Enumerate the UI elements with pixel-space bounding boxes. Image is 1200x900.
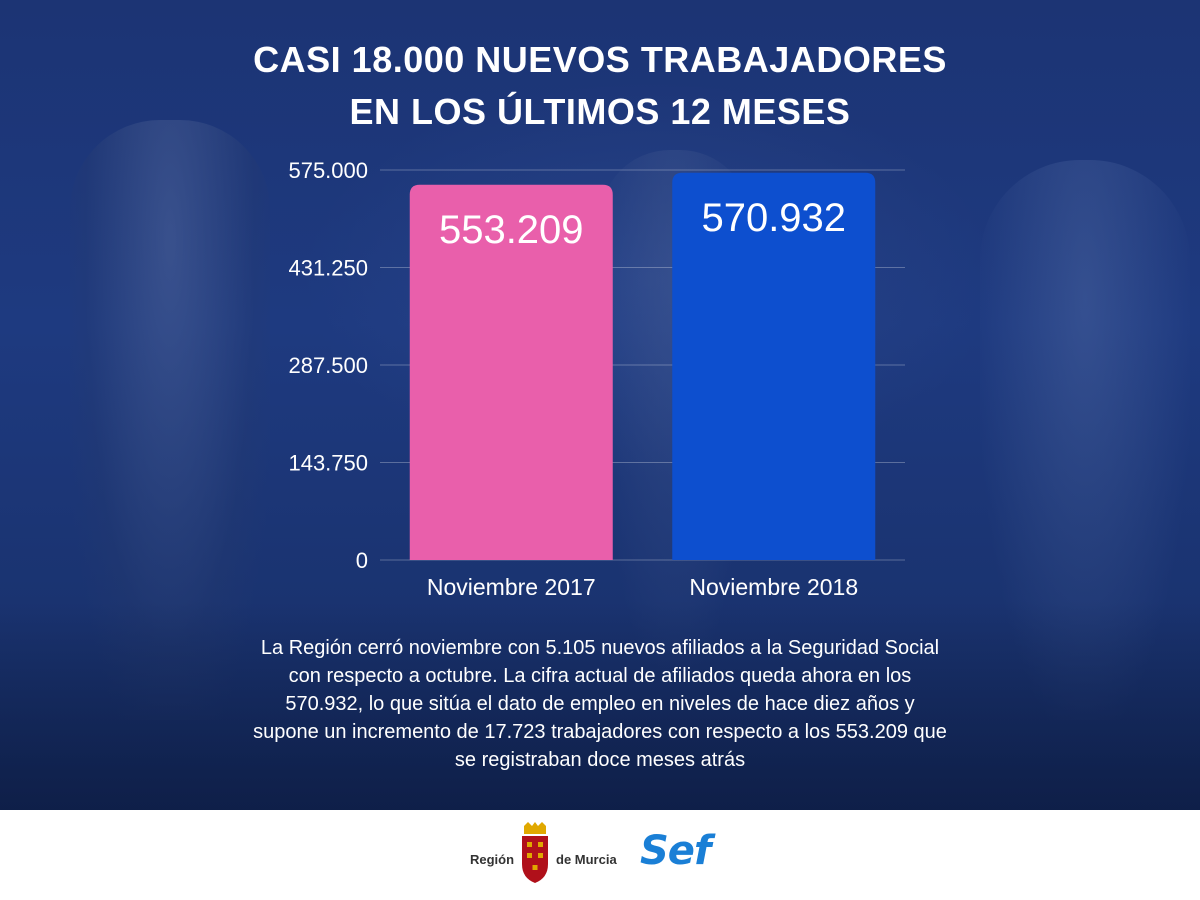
x-category-label: Noviembre 2018 (689, 574, 858, 600)
region-de-murcia-logo: Región de Murcia (470, 822, 630, 892)
chart-x-axis: Noviembre 2017 Noviembre 2018 (427, 574, 858, 600)
bar-value-label: 553.209 (439, 208, 584, 252)
chart-y-axis: 0 143.750 287.500 431.250 575.000 (288, 158, 368, 573)
coat-of-arms-icon (522, 822, 548, 883)
bar-2 (672, 172, 876, 561)
y-tick-label: 575.000 (288, 158, 368, 183)
x-category-label: Noviembre 2017 (427, 574, 596, 600)
chart-title-line-2: EN LOS ÚLTIMOS 12 MESES (349, 91, 851, 132)
y-tick-label: 143.750 (288, 451, 368, 476)
description-text: La Región cerró noviembre con 5.105 nuev… (253, 637, 947, 771)
chart-title-line-1: CASI 18.000 NUEVOS TRABAJADORES (253, 39, 947, 80)
chart-data-labels: 553.209 570.932 (439, 196, 846, 252)
chart-bars (409, 172, 876, 561)
infographic-poster: CASI 18.000 NUEVOS TRABAJADORES EN LOS Ú… (0, 0, 1200, 810)
bar-value-label: 570.932 (701, 196, 846, 240)
y-tick-label: 0 (356, 548, 368, 573)
footer-logos: Región de Murcia Sef (0, 810, 1200, 900)
chart-title: CASI 18.000 NUEVOS TRABAJADORES EN LOS Ú… (100, 34, 1100, 138)
y-tick-label: 431.250 (288, 256, 368, 281)
y-tick-label: 287.500 (288, 353, 368, 378)
sef-logo: Sef (640, 828, 711, 874)
bar-1 (409, 184, 613, 561)
bar-chart: 0 143.750 287.500 431.250 575.000 Noviembre … (288, 158, 876, 600)
background-photo-table (0, 600, 1200, 810)
region-logo-text-left: Región (470, 852, 515, 867)
region-logo-text-right: de Murcia (556, 852, 617, 867)
